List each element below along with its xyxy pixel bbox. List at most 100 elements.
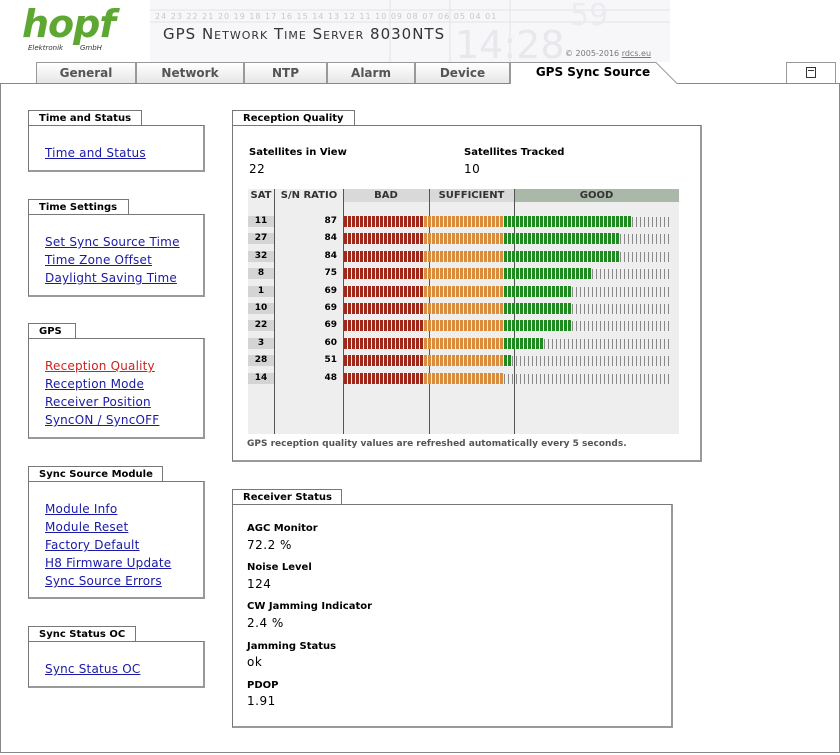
tab-alarm[interactable]: Alarm — [327, 62, 415, 83]
nav-sync-source-errors[interactable]: Sync Source Errors — [45, 574, 162, 588]
brand-logo: hopf — [22, 2, 116, 46]
sat-number: 32 — [248, 250, 274, 262]
signal-bar — [344, 216, 669, 227]
sats-in-view-label: Satellites in View — [249, 147, 347, 158]
col-header-sn: S/N RATIO — [280, 190, 338, 201]
sat-number: 8 — [248, 268, 274, 280]
nav-daylight-saving-time[interactable]: Daylight Saving Time — [45, 271, 177, 285]
sats-tracked-value: 10 — [464, 162, 481, 176]
group-tab-sync-status-oc: Sync Status OC — [28, 626, 136, 641]
signal-bar — [344, 285, 669, 297]
app-title: GPS Network Time Server 8030NTS — [163, 25, 446, 43]
group-box-time-settings: Set Sync Source Time Time Zone Offset Da… — [28, 214, 205, 297]
tab-network[interactable]: Network — [136, 62, 244, 83]
nav-receiver-position[interactable]: Receiver Position — [45, 395, 151, 409]
sat-number: 3 — [248, 337, 274, 349]
noise-level-value: 124 — [247, 577, 272, 591]
nav-factory-default[interactable]: Factory Default — [45, 538, 140, 552]
nav-time-and-status[interactable]: Time and Status — [45, 146, 146, 160]
sats-in-view-value: 22 — [249, 162, 266, 176]
pdop-value: 1.91 — [247, 694, 276, 708]
sn-value: 48 — [324, 372, 337, 383]
window-icon — [806, 67, 816, 78]
receiver-status-box — [232, 504, 673, 728]
group-tab-gps: GPS — [28, 323, 76, 338]
copyright: © 2005-2016 rdcs.eu — [565, 49, 651, 58]
divider-sn — [274, 189, 275, 434]
nav-module-info[interactable]: Module Info — [45, 502, 118, 516]
cw-jamming-label: CW Jamming Indicator — [247, 601, 373, 612]
sat-number: 22 — [248, 320, 274, 332]
zone-header-sufficient: SUFFICIENT — [429, 189, 514, 202]
nav-time-zone-offset[interactable]: Time Zone Offset — [45, 253, 152, 267]
nav-reception-mode[interactable]: Reception Mode — [45, 377, 145, 391]
copyright-link[interactable]: rdcs.eu — [621, 49, 652, 58]
group-tab-time-settings: Time Settings — [28, 199, 129, 214]
signal-bar — [344, 250, 669, 262]
signal-bar — [344, 268, 669, 280]
group-box-time-status: Time and Status — [28, 125, 205, 172]
refresh-note: GPS reception quality values are refresh… — [247, 439, 627, 449]
sn-value: 69 — [324, 285, 337, 296]
sn-value: 75 — [324, 268, 337, 279]
nav-module-reset[interactable]: Module Reset — [45, 520, 129, 534]
group-box-gps: Reception Quality Reception Mode Receive… — [28, 338, 205, 439]
reception-chart: SAT S/N RATIO BAD SUFFICIENT GOOD 11 87 27 84… — [248, 189, 679, 434]
sat-number: 28 — [248, 355, 274, 367]
agc-monitor-value: 72.2 % — [247, 538, 292, 552]
nav-sync-status-oc[interactable]: Sync Status OC — [45, 662, 141, 676]
sat-number: 11 — [248, 216, 274, 227]
jamming-status-value: ok — [247, 655, 263, 669]
col-header-sat: SAT — [250, 190, 272, 201]
signal-bar — [344, 337, 669, 349]
noise-level-label: Noise Level — [247, 562, 312, 573]
jamming-status-label: Jamming Status — [247, 641, 337, 652]
group-tab-time-status: Time and Status — [28, 110, 142, 125]
signal-bar — [344, 355, 669, 367]
tab-device[interactable]: Device — [415, 62, 510, 83]
sn-value: 60 — [324, 337, 337, 348]
agc-monitor-label: AGC Monitor — [247, 523, 318, 534]
group-box-sync-status-oc: Sync Status OC — [28, 641, 205, 688]
sat-number: 10 — [248, 303, 274, 314]
svg-text:14:28: 14:28 — [455, 23, 565, 62]
sn-value: 69 — [324, 303, 337, 313]
sat-number: 1 — [248, 285, 274, 297]
window-button[interactable] — [786, 62, 836, 83]
sn-value: 84 — [324, 250, 337, 261]
signal-bar — [344, 372, 669, 384]
pdop-label: PDOP — [247, 680, 279, 691]
nav-h8-firmware-update[interactable]: H8 Firmware Update — [45, 556, 172, 570]
tab-label: Network — [161, 66, 219, 80]
tab-label: GPS Sync Source — [535, 65, 651, 79]
sat-number: 14 — [248, 372, 274, 384]
brand-subtitle: Elektronik — [28, 44, 64, 52]
group-tab-sync-source-module: Sync Source Module — [28, 466, 163, 481]
cw-jamming-value: 2.4 % — [247, 616, 284, 630]
reception-quality-tab: Reception Quality — [232, 110, 355, 125]
nav-reception-quality[interactable]: Reception Quality — [45, 359, 155, 373]
tab-general[interactable]: General — [36, 62, 136, 83]
tab-ntp[interactable]: NTP — [244, 62, 327, 83]
header-digits: 24 23 22 21 20 19 18 17 16 15 14 13 12 1… — [155, 12, 498, 21]
signal-bar — [344, 233, 669, 245]
header: 14:28 59 24 23 22 21 20 19 18 17 16 15 1… — [0, 0, 840, 62]
sn-value: 87 — [324, 216, 337, 226]
group-box-sync-source-module: Module Info Module Reset Factory Default… — [28, 481, 205, 599]
tab-gps-sync-source[interactable]: GPS Sync Source — [510, 62, 680, 85]
brand-subtitle-2: GmbH — [80, 44, 102, 52]
tab-label: General — [59, 66, 113, 80]
sat-number: 27 — [248, 233, 274, 245]
header-decoration: 14:28 59 — [150, 0, 670, 62]
tab-label: Alarm — [351, 66, 391, 80]
zone-header-bad: BAD — [343, 189, 429, 202]
nav-synconoff[interactable]: SyncON / SyncOFF — [45, 413, 160, 427]
tabbar-baseline — [0, 83, 840, 84]
sn-value: 84 — [324, 233, 337, 244]
signal-bar — [344, 320, 669, 332]
nav-set-sync-source-time[interactable]: Set Sync Source Time — [45, 235, 180, 249]
divider-bars — [343, 189, 344, 434]
copyright-text: © 2005-2016 — [565, 49, 622, 58]
sn-value: 69 — [324, 320, 337, 331]
receiver-status-tab: Receiver Status — [232, 489, 342, 504]
